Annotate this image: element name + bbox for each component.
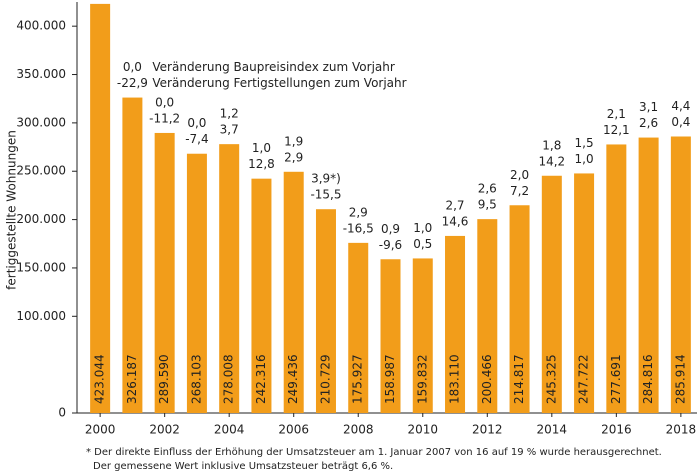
bar [509,205,530,413]
fertig-change: 12,1 [603,123,630,137]
baupreis-change: 1,2 [220,107,239,121]
baupreis-change: 2,9 [349,205,368,219]
fertig-change: 0,5 [413,237,432,251]
bar [90,3,111,413]
y-tick-label: 300.000 [16,115,66,129]
baupreis-change: 2,6 [478,182,497,196]
value-label: 423.044 [93,354,107,404]
y-axis-title: fertiggestellte Wohnungen [5,130,19,290]
baupreis-change: 0,0 [123,60,142,74]
y-tick-label: 250.000 [16,164,66,178]
fertig-change: -9,6 [379,238,402,252]
y-tick-label: 400.000 [16,19,66,33]
value-label: 245.325 [544,354,558,404]
value-label: 285.914 [673,354,687,404]
footnote: * Der direkte Einfluss der Erhöhung der … [86,447,662,458]
annotation-legend: Veränderung Baupreisindex zum Vorjahr [152,60,394,74]
value-label: 159.832 [415,354,429,404]
baupreis-change: 3,9*) [311,172,341,186]
baupreis-change: 1,9 [284,134,303,148]
bar [638,137,659,414]
baupreis-change: 0,0 [155,95,174,109]
x-tick-label: 2016 [601,423,632,437]
bar [670,136,691,414]
bar [412,258,433,413]
y-tick-label: 350.000 [16,67,66,81]
x-tick-label: 2008 [343,423,374,437]
x-tick-label: 2000 [85,423,116,437]
y-tick-label: 100.000 [16,309,66,323]
fertig-change: 0,4 [671,115,690,129]
fertig-change: -16,5 [343,221,374,235]
baupreis-change: 1,0 [252,141,271,155]
value-label: 210.729 [318,354,332,404]
x-tick-label: 2002 [149,423,180,437]
fertig-change: -11,2 [149,111,180,125]
fertig-change: 12,8 [248,157,275,171]
fertig-change: 14,6 [442,214,469,228]
baupreis-change: 1,8 [542,138,561,152]
value-label: 242.316 [254,354,268,404]
baupreis-change: 3,1 [639,100,658,114]
value-label: 284.816 [641,354,655,404]
fertig-change: -15,5 [310,188,341,202]
bar [348,242,369,413]
bar [541,175,562,413]
baupreis-change: 0,9 [381,222,400,236]
bar [283,171,304,413]
x-tick-label: 2012 [472,423,503,437]
x-tick-label: 2014 [537,423,568,437]
bar [315,209,336,413]
x-tick-label: 2018 [666,423,697,437]
y-tick-label: 0 [58,406,66,420]
baupreis-change: 0,0 [187,116,206,130]
x-tick-label: 2006 [278,423,309,437]
annotation-legend: Veränderung Fertigstellungen zum Vorjahr [152,76,406,90]
value-label: 214.817 [512,354,526,404]
bar [445,235,466,413]
baupreis-change: 1,5 [575,136,594,150]
fertig-change: 9,5 [478,198,497,212]
fertig-change: 1,0 [575,152,594,166]
y-tick-label: 200.000 [16,212,66,226]
fertig-change: 2,9 [284,150,303,164]
bar [154,132,175,413]
value-label: 277.691 [609,354,623,404]
bar [219,144,240,414]
baupreis-change: 2,7 [445,198,464,212]
value-label: 278.008 [222,354,236,404]
bar [574,173,595,413]
y-tick-label: 150.000 [16,260,66,274]
fertig-change: 14,2 [538,154,565,168]
footnote: Der gemessene Wert inklusive Umsatzsteue… [93,461,393,472]
value-label: 268.103 [189,354,203,404]
baupreis-change: 2,0 [510,168,529,182]
bar [251,178,272,413]
fertig-change: 3,7 [220,123,239,137]
bar [186,153,207,413]
value-label: 289.590 [157,354,171,404]
fertig-change: 2,6 [639,116,658,130]
bar [380,259,401,413]
bar [477,219,498,413]
x-tick-label: 2004 [214,423,245,437]
value-label: 175.927 [351,354,365,404]
fertig-change: -7,4 [185,132,208,146]
baupreis-change: 2,1 [607,107,626,121]
fertig-change: 7,2 [510,184,529,198]
value-label: 249.436 [286,354,300,404]
fertig-change: -22,9 [117,76,148,90]
value-label: 200.466 [480,354,494,404]
baupreis-change: 4,4 [671,99,690,113]
value-label: 326.187 [125,354,139,404]
baupreis-change: 1,0 [413,221,432,235]
x-tick-label: 2010 [407,423,438,437]
value-label: 247.722 [577,354,591,404]
value-label: 158.987 [383,354,397,404]
value-label: 183.110 [448,354,462,404]
bar [122,97,143,413]
bar [606,144,627,413]
